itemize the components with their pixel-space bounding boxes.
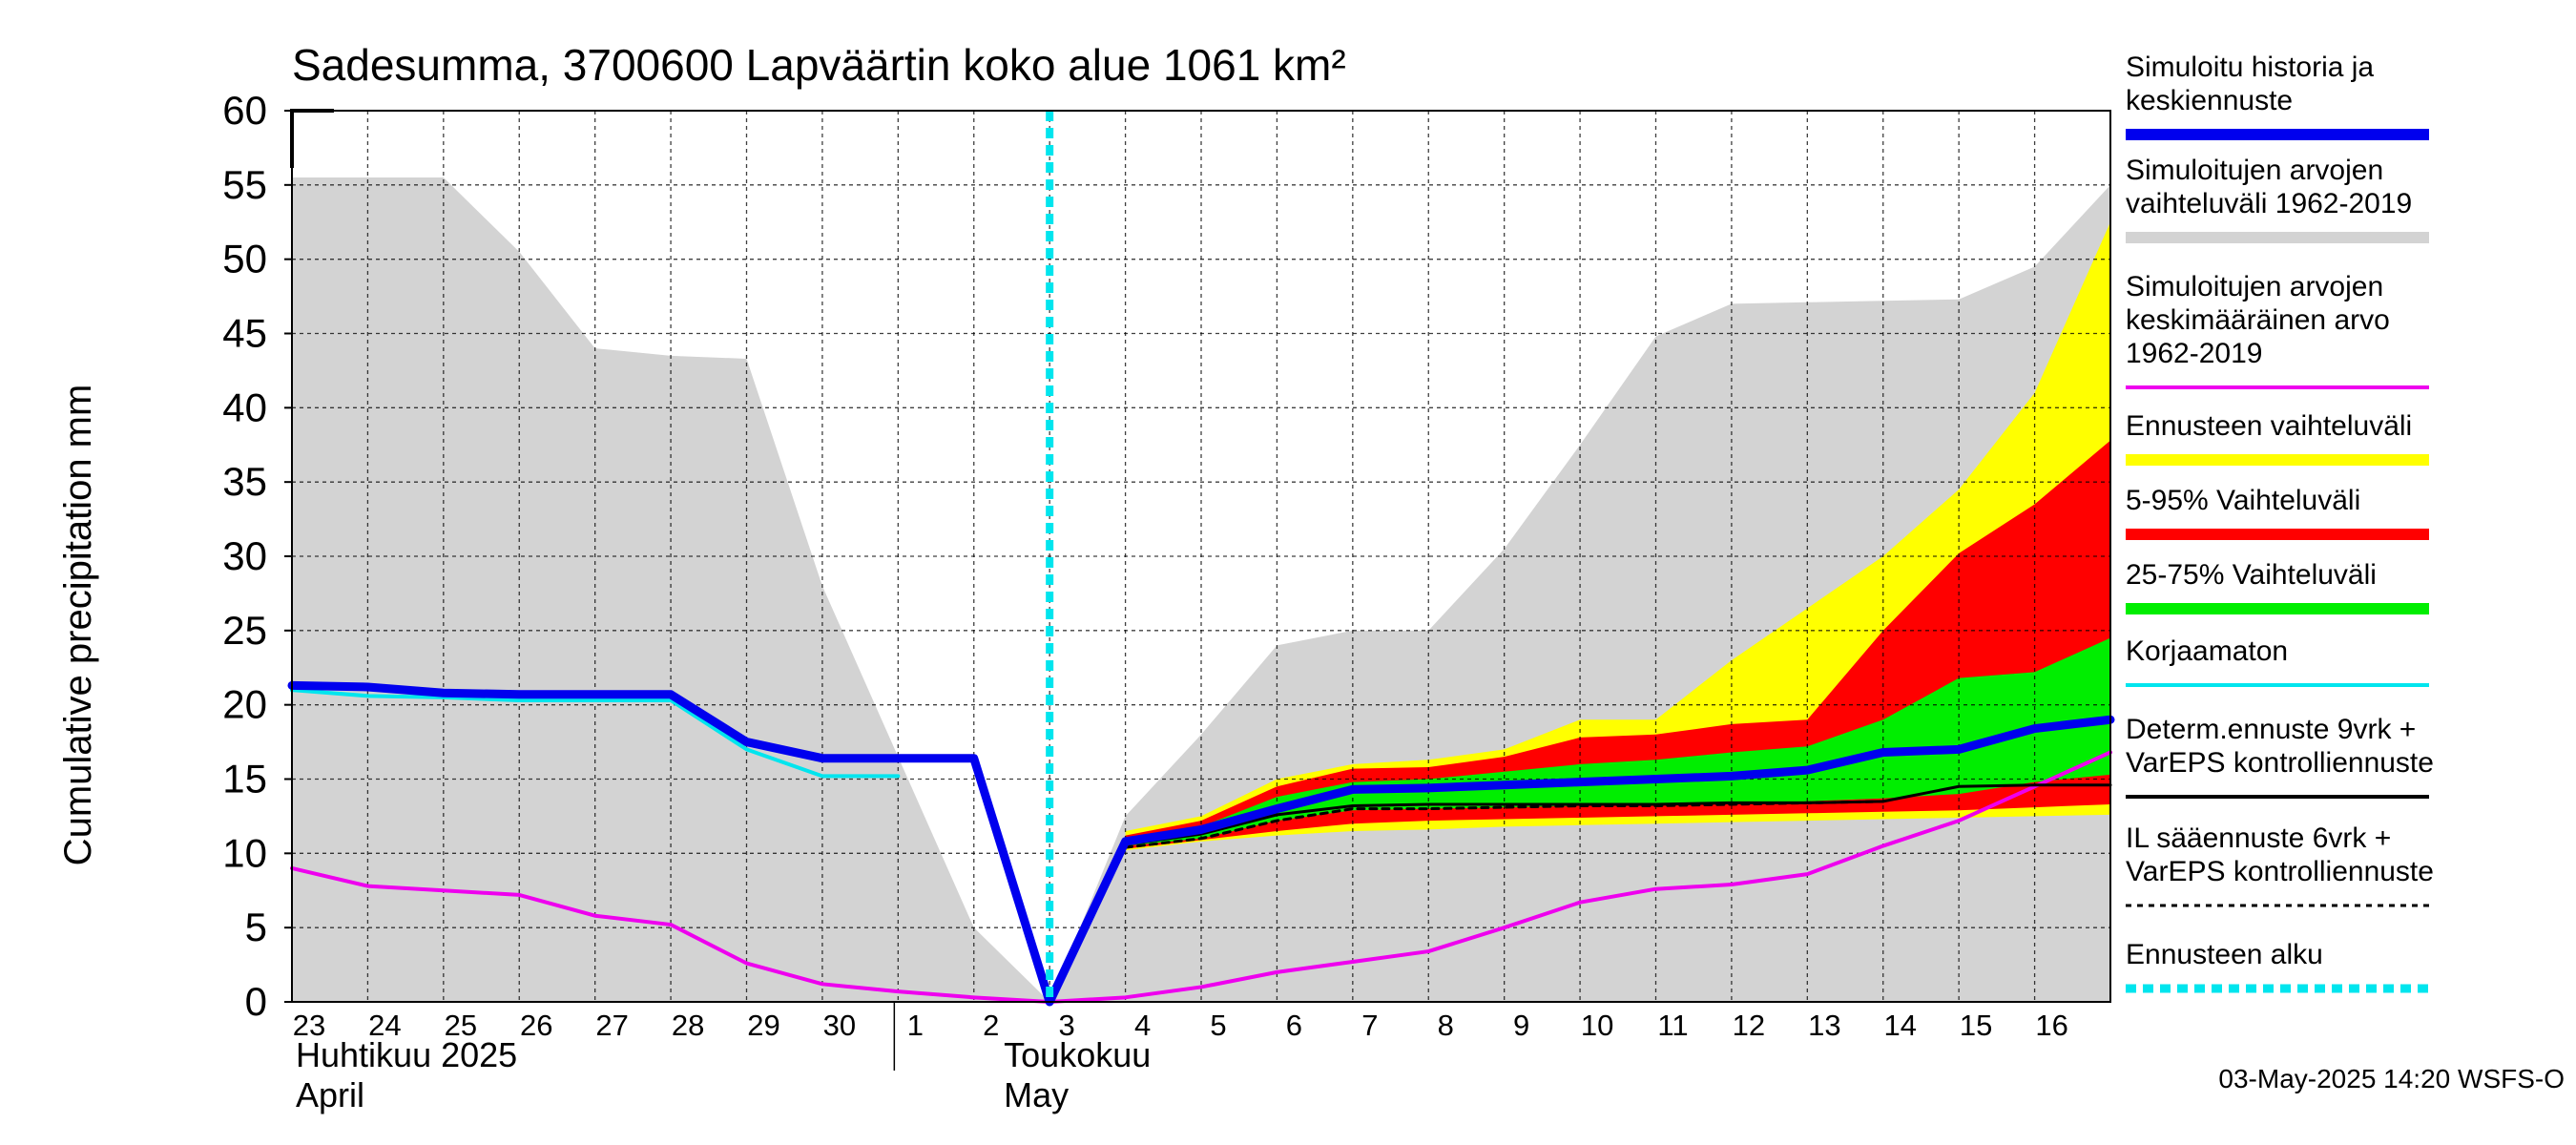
legend-label: Simuloitu historia ja [2126, 52, 2374, 83]
legend-label: 5-95% Vaihteluväli [2126, 485, 2360, 516]
x-tick-label: 14 [1884, 1009, 1917, 1042]
grid-layer [292, 111, 2110, 1002]
y-tick-label: 25 [222, 608, 267, 653]
x-tick-label: 7 [1361, 1009, 1378, 1042]
x-tick-label: 5 [1210, 1009, 1226, 1042]
x-tick-label: 28 [672, 1009, 704, 1042]
month-label: Huhtikuu 2025 [296, 1035, 517, 1074]
x-tick-label: 30 [823, 1009, 856, 1042]
band-layer [292, 177, 2110, 1003]
x-tick-label: 2 [983, 1009, 999, 1042]
legend-label: IL sääennuste 6vrk + [2126, 822, 2391, 854]
legend-label-line2: keskiennuste [2126, 85, 2293, 116]
x-tick-label: 9 [1513, 1009, 1529, 1042]
month-label-en: April [296, 1075, 364, 1114]
y-axis-label: Cumulative precipitation mm [57, 385, 99, 866]
y-tick-label: 40 [222, 385, 267, 429]
x-tick-label: 26 [520, 1009, 552, 1042]
month-label-en: May [1004, 1075, 1069, 1114]
legend-label: Simuloitujen arvojen [2126, 271, 2383, 302]
x-tick-label: 4 [1134, 1009, 1151, 1042]
y-tick-label: 20 [222, 682, 267, 727]
legend-label: Ennusteen vaihteluväli [2126, 410, 2412, 442]
band-p25_75 [1125, 637, 2110, 846]
x-tick-label: 15 [1960, 1009, 1992, 1042]
line-uncorrected [290, 688, 901, 779]
legend-label: 25-75% Vaihteluväli [2126, 559, 2377, 591]
x-tick-label: 6 [1286, 1009, 1302, 1042]
x-tick-label: 25 [445, 1009, 477, 1042]
legend-label-line2: keskimääräinen arvo [2126, 304, 2390, 336]
line-determ [1124, 783, 2112, 846]
y-tick-label: 5 [245, 905, 267, 949]
line-layer [287, 111, 2115, 1007]
y-tick-label: 35 [222, 459, 267, 504]
x-tick-label: 16 [2035, 1009, 2067, 1042]
x-tick-label: 13 [1808, 1009, 1840, 1042]
y-tick-label: 10 [222, 830, 267, 875]
y-tick-label: 45 [222, 311, 267, 356]
x-tick-label: 1 [907, 1009, 924, 1042]
x-tick-label: 12 [1733, 1009, 1765, 1042]
y-tick-label: 55 [222, 162, 267, 207]
chart-title: Sadesumma, 3700600 Lapväärtin koko alue … [292, 40, 1346, 90]
y-tick-label: 60 [222, 88, 267, 133]
y-tick-label: 15 [222, 757, 267, 802]
x-tick-label: 29 [747, 1009, 779, 1042]
legend-label-line2: vaihteluväli 1962-2019 [2126, 188, 2412, 219]
legend-label: Korjaamaton [2126, 635, 2288, 667]
x-tick-label: 3 [1059, 1009, 1075, 1042]
x-tick-label: 23 [293, 1009, 325, 1042]
y-tick-label: 50 [222, 237, 267, 281]
x-tick-label: 24 [368, 1009, 401, 1042]
line-sim_history [287, 680, 2115, 1007]
month-label: Toukokuu [1004, 1035, 1151, 1074]
legend-label: Ennusteen alku [2126, 939, 2323, 970]
legend-label-line2: VarEPS kontrolliennuste [2126, 747, 2434, 779]
legend-label: Simuloitujen arvojen [2126, 155, 2383, 186]
legend-label: Determ.ennuste 9vrk + [2126, 714, 2416, 745]
y-tick-label: 0 [245, 979, 267, 1024]
x-tick-label: 8 [1438, 1009, 1454, 1042]
timestamp: 03-May-2025 14:20 WSFS-O [2218, 1064, 2565, 1093]
line-hist_mean [290, 750, 2112, 1004]
legend-label-line3: 1962-2019 [2126, 338, 2262, 369]
x-tick-label: 11 [1657, 1009, 1688, 1042]
x-tick-label: 27 [595, 1009, 628, 1042]
y-tick-label: 30 [222, 533, 267, 578]
legend-label-line2: VarEPS kontrolliennuste [2126, 856, 2434, 887]
x-tick-label: 10 [1581, 1009, 1613, 1042]
